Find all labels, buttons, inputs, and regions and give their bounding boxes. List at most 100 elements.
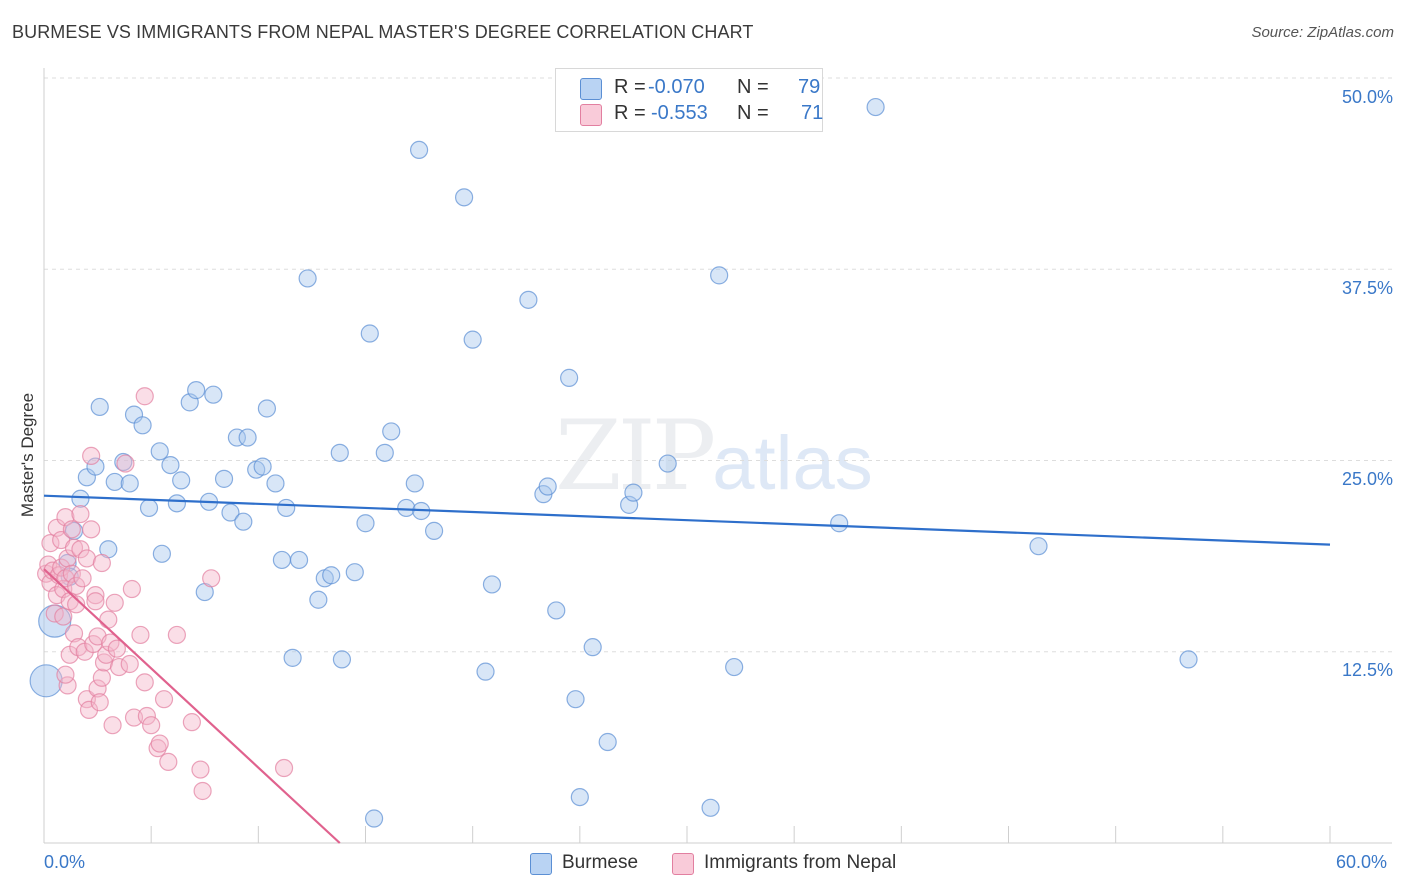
burmese-point	[519, 290, 538, 309]
watermark-atlas: atlas	[712, 421, 873, 506]
burmese-point	[221, 503, 240, 522]
burmese-point	[382, 422, 401, 441]
burmese-point	[238, 428, 257, 447]
burmese-point	[1179, 650, 1198, 669]
burmese-point	[133, 416, 152, 435]
nepal-point	[120, 654, 139, 674]
nepal-point	[150, 734, 169, 753]
burmese-point	[1029, 537, 1048, 556]
burmese-point	[105, 472, 124, 492]
burmese-point	[257, 399, 277, 418]
nepal-point	[92, 668, 111, 687]
burmese-swatch	[580, 78, 602, 100]
source-label: Source: ZipAtlas.com	[1251, 24, 1394, 41]
nepal-point	[71, 540, 90, 559]
nepal-point	[71, 504, 90, 524]
burmese-point	[538, 477, 557, 496]
nepal-point	[142, 716, 161, 735]
burmese-point	[272, 550, 292, 570]
grid-layer	[44, 77, 1392, 653]
nepal-point	[86, 586, 105, 605]
burmese-point	[283, 648, 302, 667]
burmese-point	[345, 563, 364, 582]
nepal-point	[52, 558, 71, 577]
series-name-nepal: Immigrants from Nepal	[704, 852, 897, 873]
chart-title: BURMESE VS IMMIGRANTS FROM NEPAL MASTER'…	[12, 22, 754, 42]
burmese-point	[204, 385, 223, 404]
burmese-point	[624, 483, 643, 502]
burmese-point	[463, 330, 482, 349]
burmese-point	[322, 566, 341, 585]
burmese-point	[482, 575, 502, 594]
stats-legend: R = -0.070 N = 79 R = -0.553 N = 71	[555, 68, 823, 132]
nepal-point	[135, 387, 154, 406]
burmese-point	[289, 550, 309, 570]
nepal-point	[191, 760, 210, 779]
burmese-point	[187, 381, 206, 400]
watermark-zip: ZIP	[555, 400, 716, 512]
burmese-point	[598, 732, 617, 752]
y-tick-label-37-5: 37.5%	[1341, 278, 1393, 298]
nepal-point	[67, 595, 86, 614]
y-tick-label-25: 25.0%	[1341, 469, 1393, 489]
nepal-point	[182, 713, 201, 732]
nepal-point	[122, 579, 141, 599]
nepal-point	[64, 538, 84, 557]
nepal-point	[131, 625, 150, 645]
burmese-point	[277, 498, 296, 518]
burmese-point	[172, 471, 191, 490]
nepal-point	[62, 520, 81, 539]
burmese-point	[150, 442, 169, 461]
nepal-point	[73, 569, 92, 588]
burmese-point	[167, 494, 186, 513]
burmese-point	[375, 443, 394, 462]
nepal-point	[274, 758, 294, 778]
burmese-point	[90, 397, 109, 417]
nepal-point	[90, 693, 109, 712]
axis-layer	[43, 68, 1392, 844]
burmese-point	[830, 514, 849, 533]
nepal-point	[82, 520, 101, 539]
y-axis-label: Master's Degree	[18, 392, 37, 518]
nepal-point	[135, 673, 154, 692]
legend-r-value: -0.070	[648, 76, 705, 98]
nepal-swatch	[580, 104, 602, 126]
burmese-point	[566, 690, 585, 709]
nepal-swatch	[672, 853, 694, 875]
nepal-point	[86, 592, 105, 611]
nepal-point	[64, 624, 84, 643]
burmese-point	[570, 787, 589, 807]
burmese-point	[454, 188, 474, 207]
burmese-point	[120, 474, 139, 493]
watermark: ZIPatlas	[555, 400, 873, 512]
burmese-point	[424, 521, 444, 540]
burmese-point	[710, 266, 729, 285]
legend-n-value: 71	[801, 102, 824, 124]
burmese-point	[866, 97, 885, 117]
burmese-point	[397, 498, 416, 518]
nepal-point	[107, 639, 126, 658]
nepal-point	[88, 679, 107, 698]
nepal-point	[193, 781, 212, 801]
burmese-point	[332, 650, 352, 669]
burmese-point	[330, 443, 349, 462]
burmese-point	[29, 664, 63, 698]
legend-n-value: 79	[798, 76, 821, 98]
burmese-point	[161, 455, 180, 475]
burmese-point	[86, 457, 105, 476]
burmese-point	[266, 474, 285, 493]
x-tick-label-max: 60.0%	[1336, 852, 1388, 872]
y-tick-label-12-5: 12.5%	[1341, 660, 1393, 680]
nepal-point	[167, 625, 186, 645]
series-name-burmese: Burmese	[562, 852, 639, 873]
burmese-point	[364, 809, 384, 828]
burmese-point	[71, 489, 90, 508]
burmese-point	[547, 601, 566, 620]
nepal-point	[82, 446, 101, 466]
burmese-point	[476, 662, 495, 681]
burmese-point	[701, 798, 720, 817]
trend-lines	[43, 494, 1331, 844]
burmese-point	[560, 368, 579, 387]
legend-r-value: -0.553	[651, 102, 708, 124]
